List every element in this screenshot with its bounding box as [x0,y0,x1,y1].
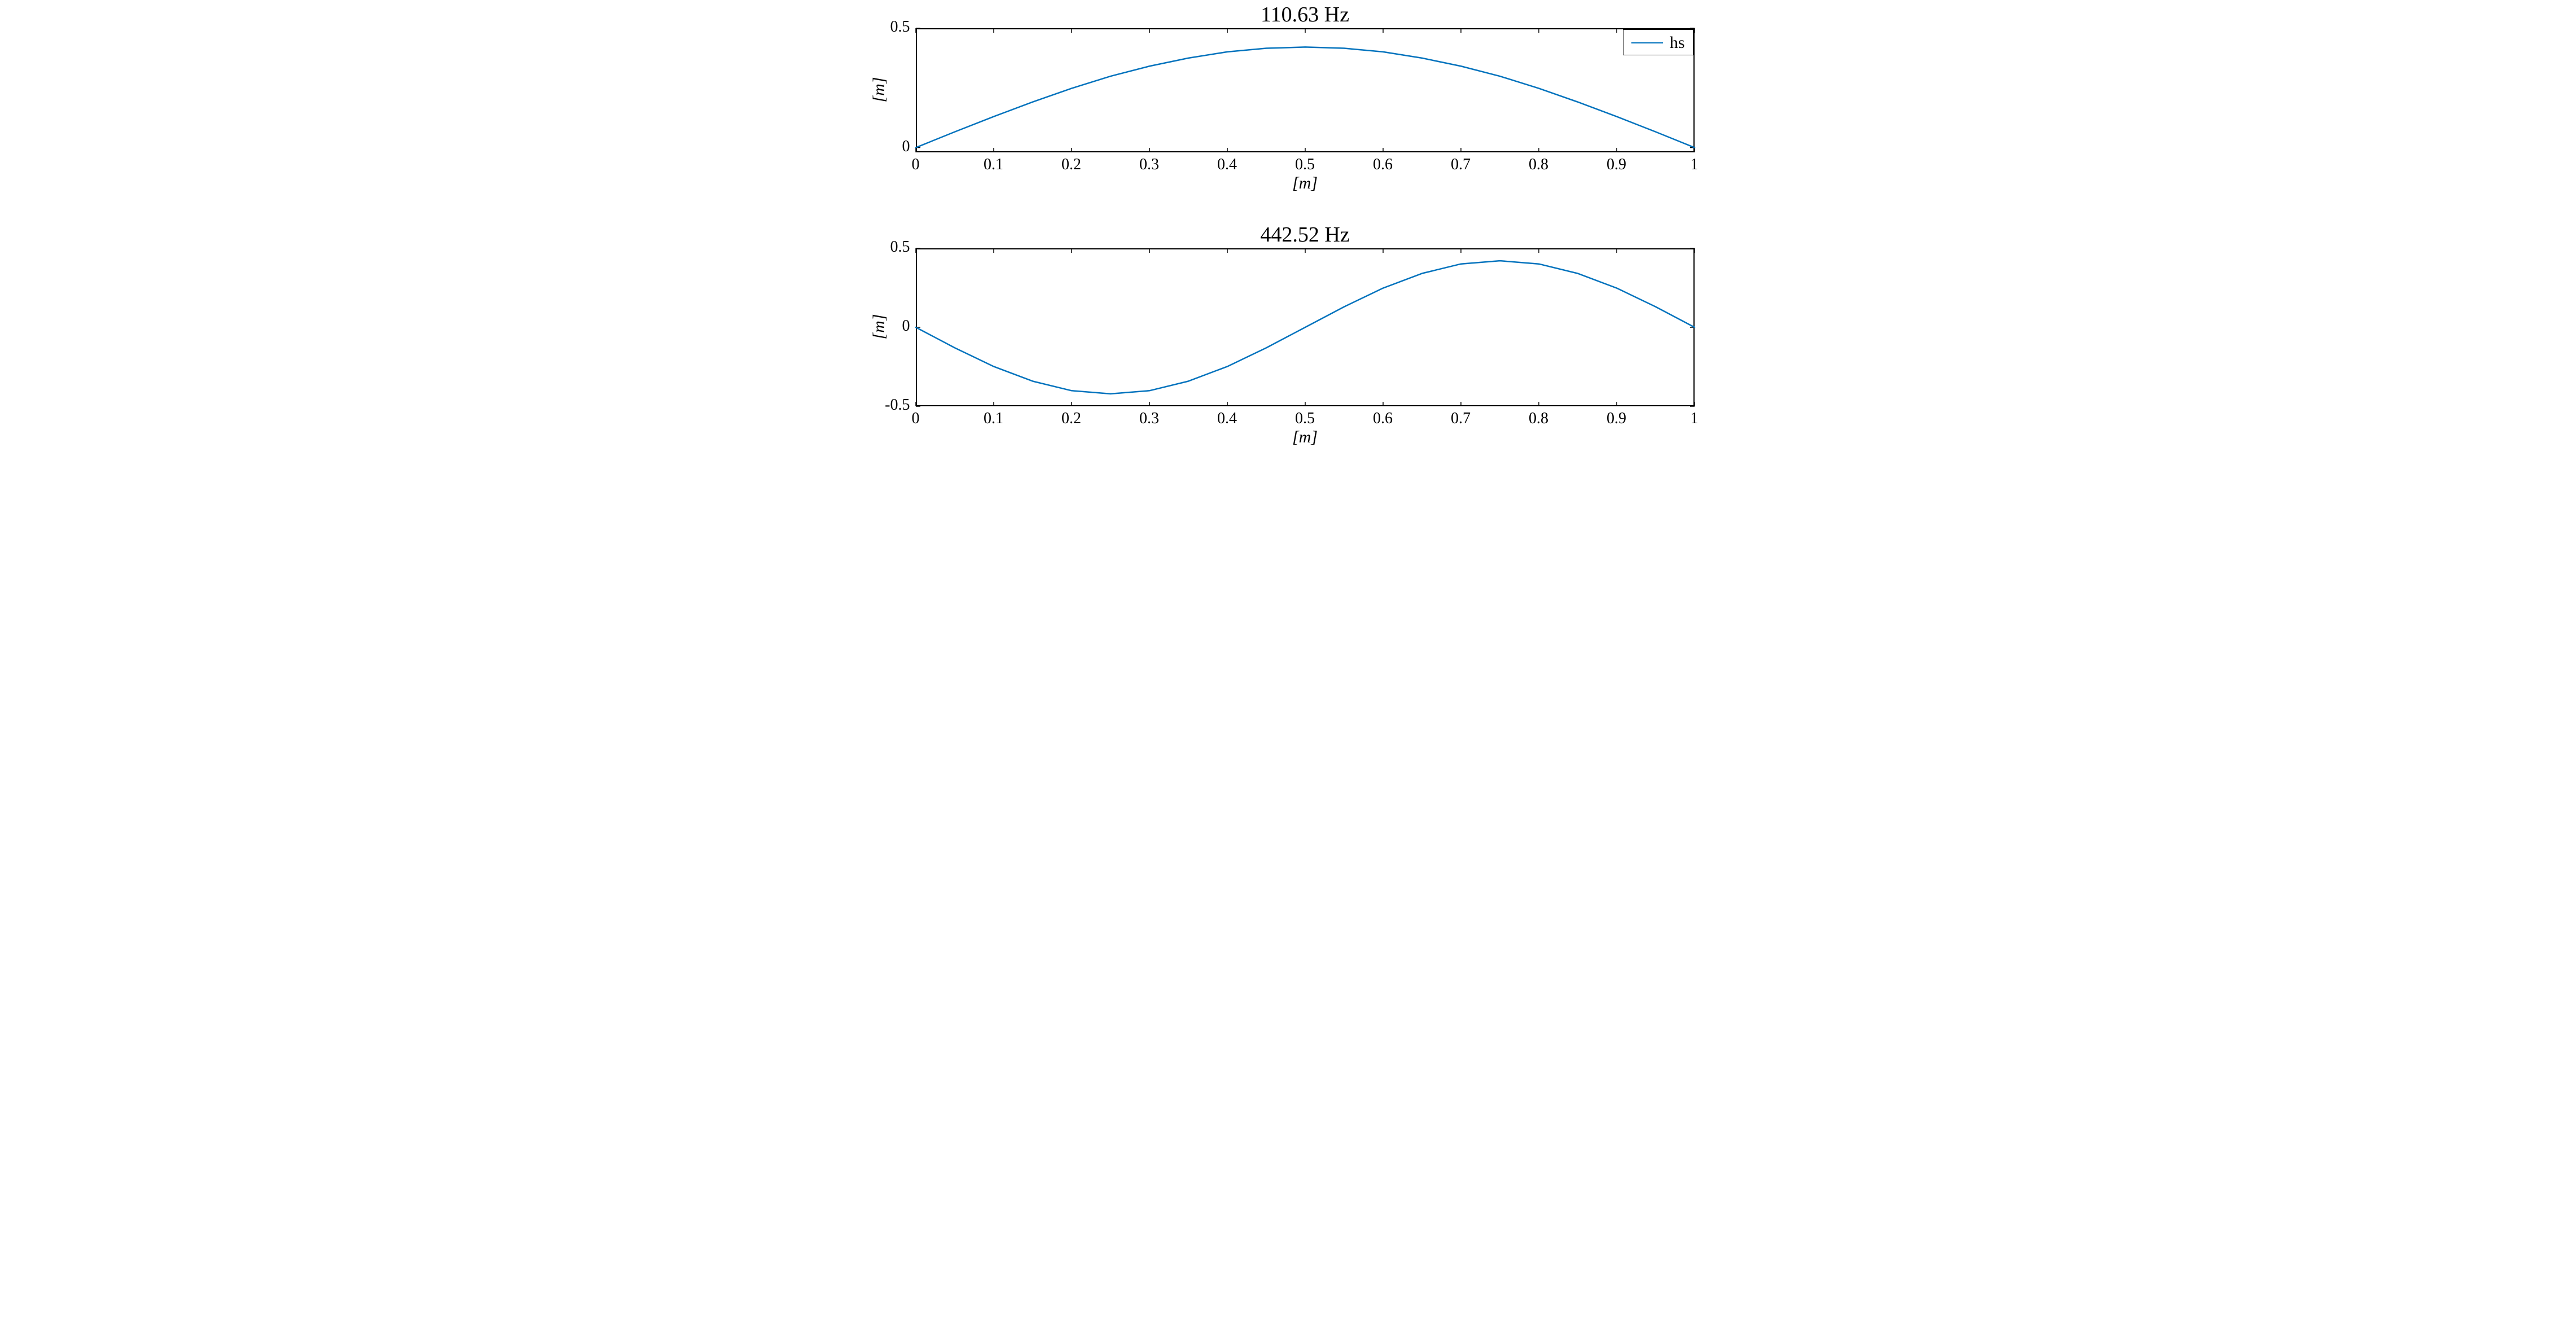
x-tick-label: 0.5 [1288,410,1322,428]
y-axis-label: [m] [870,310,889,344]
x-tick-label: 0.3 [1133,410,1166,428]
bottom-plot-svg [916,248,1695,406]
top-chart: hs 00.10.20.30.40.50.60.70.80.9100.5[m][… [916,28,1695,152]
y-tick-label: 0.5 [871,238,910,256]
x-tick-label: 0.7 [1444,156,1478,174]
x-tick-label: 0.7 [1444,410,1478,428]
x-tick-label: 0.2 [1055,410,1089,428]
top-plot-svg [916,28,1695,152]
x-tick-label: 0.2 [1055,156,1089,174]
x-tick-label: 0.3 [1133,156,1166,174]
x-tick-label: 0.4 [1210,410,1244,428]
x-tick-label: 0.6 [1366,410,1400,428]
x-axis-label: [m] [1283,428,1328,447]
x-tick-label: 0.1 [977,410,1011,428]
x-tick-label: 0.9 [1600,410,1634,428]
y-tick-label: -0.5 [871,396,910,414]
legend-label: hs [1670,33,1685,52]
x-tick-label: 0.8 [1522,410,1556,428]
x-tick-label: 0.8 [1522,156,1556,174]
x-tick-label: 1 [1678,410,1712,428]
y-tick-label: 0 [871,138,910,156]
y-axis-label: [m] [870,73,889,107]
x-tick-label: 0.1 [977,156,1011,174]
legend-swatch [1631,42,1663,43]
bottom-chart: 00.10.20.30.40.50.60.70.80.91-0.500.5[m]… [916,248,1695,406]
x-tick-label: 0 [899,156,933,174]
y-tick-label: 0.5 [871,18,910,36]
x-tick-label: 0.5 [1288,156,1322,174]
top-chart-title: 110.63 Hz [916,2,1695,27]
bottom-chart-title: 442.52 Hz [916,222,1695,247]
x-tick-label: 0.4 [1210,156,1244,174]
x-tick-label: 0.9 [1600,156,1634,174]
x-axis-label: [m] [1283,174,1328,193]
legend: hs [1623,29,1693,55]
figure: 110.63 Hz hs 00.10.20.30.40.50.60.70.80.… [859,0,1717,440]
x-tick-label: 1 [1678,156,1712,174]
x-tick-label: 0.6 [1366,156,1400,174]
